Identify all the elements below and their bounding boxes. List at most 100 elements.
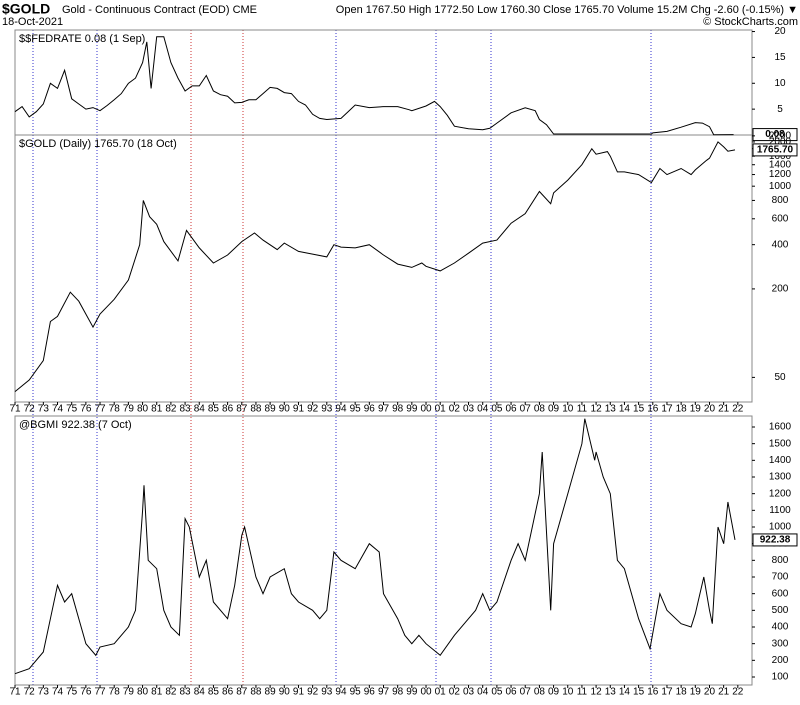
y-tick-label: 800 [772,195,789,206]
x-tick-label: 22 [732,687,744,698]
x-tick-label: 89 [265,687,277,698]
x-tick-label: 78 [109,687,121,698]
y-tick-label: 1300 [769,472,792,483]
instrument-name: Gold - Continuous Contract (EOD) CME [62,4,257,16]
x-tick-label: 74 [52,404,64,415]
y-tick-label: 2000 [769,137,792,148]
x-tick-label: 81 [151,404,163,415]
x-tick-label: 22 [732,404,744,415]
x-tick-label: 79 [123,687,135,698]
last-value-box [752,128,798,142]
y-tick-label: 100 [772,672,789,683]
x-tick-label: 20 [704,404,716,415]
y-tick-label: 2200 [769,131,792,142]
credit: © StockCharts.com [703,16,798,28]
x-tick-label: 75 [66,404,78,415]
x-tick-label: 85 [208,404,220,415]
x-tick-label: 96 [364,404,376,415]
y-tick-label: 1400 [769,455,792,466]
separators [32,30,652,685]
x-tick-label: 06 [505,687,517,698]
x-tick-label: 88 [250,404,262,415]
x-tick-label: 87 [236,404,248,415]
x-tick-label: 82 [165,404,177,415]
x-tick-label: 19 [690,687,702,698]
last-value-box [752,533,798,547]
x-tick-label: 91 [293,687,305,698]
x-tick-label: 90 [279,404,291,415]
x-tick-label: 80 [137,687,149,698]
x-tick-label: 82 [165,687,177,698]
x-tick-label: 03 [463,404,475,415]
x-tick-label: 99 [406,404,418,415]
y-tick-label: 400 [772,239,789,250]
x-tick-label: 78 [109,404,121,415]
x-tick-label: 12 [591,404,603,415]
x-tick-label: 81 [151,687,163,698]
x-tick-label: 93 [321,687,333,698]
panel-title: @BGMI 922.38 (7 Oct) [19,419,132,431]
x-tick-label: 76 [80,404,92,415]
x-tick-label: 98 [392,687,404,698]
x-tick-label: 05 [491,404,503,415]
panel-title: $$FEDRATE 0.08 (1 Sep) [19,33,145,45]
x-tick-label: 92 [307,404,319,415]
panel-title: $GOLD (Daily) 1765.70 (18 Oct) [19,138,177,150]
x-tick-label: 15 [633,404,645,415]
x-tick-label: 00 [420,687,432,698]
x-tick-label: 13 [605,404,617,415]
y-tick-label: 1000 [769,522,792,533]
y-tick-label: 800 [772,555,789,566]
y-tick-label: 700 [772,572,789,583]
x-tick-label: 18 [676,404,688,415]
y-tick-label: 1100 [769,505,791,516]
y-tick-label: 1200 [769,488,792,499]
x-tick-label: 03 [463,687,475,698]
x-tick-label: 76 [80,687,92,698]
x-tick-label: 11 [577,687,588,698]
x-tick-label: 87 [236,687,248,698]
x-tick-label: 20 [704,687,716,698]
x-tick-label: 92 [307,687,319,698]
x-tick-label: 77 [94,404,106,415]
y-tick-label: 200 [772,284,789,295]
x-tick-label: 71 [9,404,21,415]
y-tick-label: 300 [772,638,789,649]
x-tick-label: 07 [520,687,532,698]
y-tick-label: 15 [774,52,786,63]
price-line [14,418,736,675]
x-tick-label: 05 [491,687,503,698]
x-tick-label: 94 [335,687,347,698]
x-tick-label: 21 [718,404,730,415]
x-tick-label: 97 [378,404,390,415]
last-value-label: 0.08 [765,129,785,140]
x-tick-label: 83 [180,687,192,698]
x-tick-label: 02 [449,404,461,415]
x-tick-label: 16 [647,687,659,698]
x-tick-label: 85 [208,687,220,698]
x-tick-label: 09 [548,687,560,698]
y-tick-label: 600 [772,588,789,599]
x-tick-label: 02 [449,687,461,698]
x-tick-label: 74 [52,687,64,698]
last-value-label: 922.38 [760,535,791,546]
x-tick-label: 96 [364,687,376,698]
y-tick-label: 1000 [769,181,792,192]
x-tick-label: 90 [279,687,291,698]
x-tick-label: 01 [435,687,447,698]
y-tick-label: 50 [774,372,786,383]
y-tick-label: 500 [772,605,789,616]
x-tick-label: 77 [94,687,106,698]
x-tick-label: 84 [194,687,206,698]
x-tick-label: 80 [137,404,149,415]
x-tick-label: 04 [477,404,489,415]
x-tick-label: 17 [661,404,673,415]
x-tick-label: 08 [534,687,546,698]
x-tick-label: 00 [420,404,432,415]
x-tick-label: 14 [619,404,631,415]
y-tick-label: 1200 [769,169,792,180]
x-tick-label: 95 [350,687,362,698]
y-tick-label: 10 [774,78,786,89]
x-tick-label: 06 [505,404,517,415]
